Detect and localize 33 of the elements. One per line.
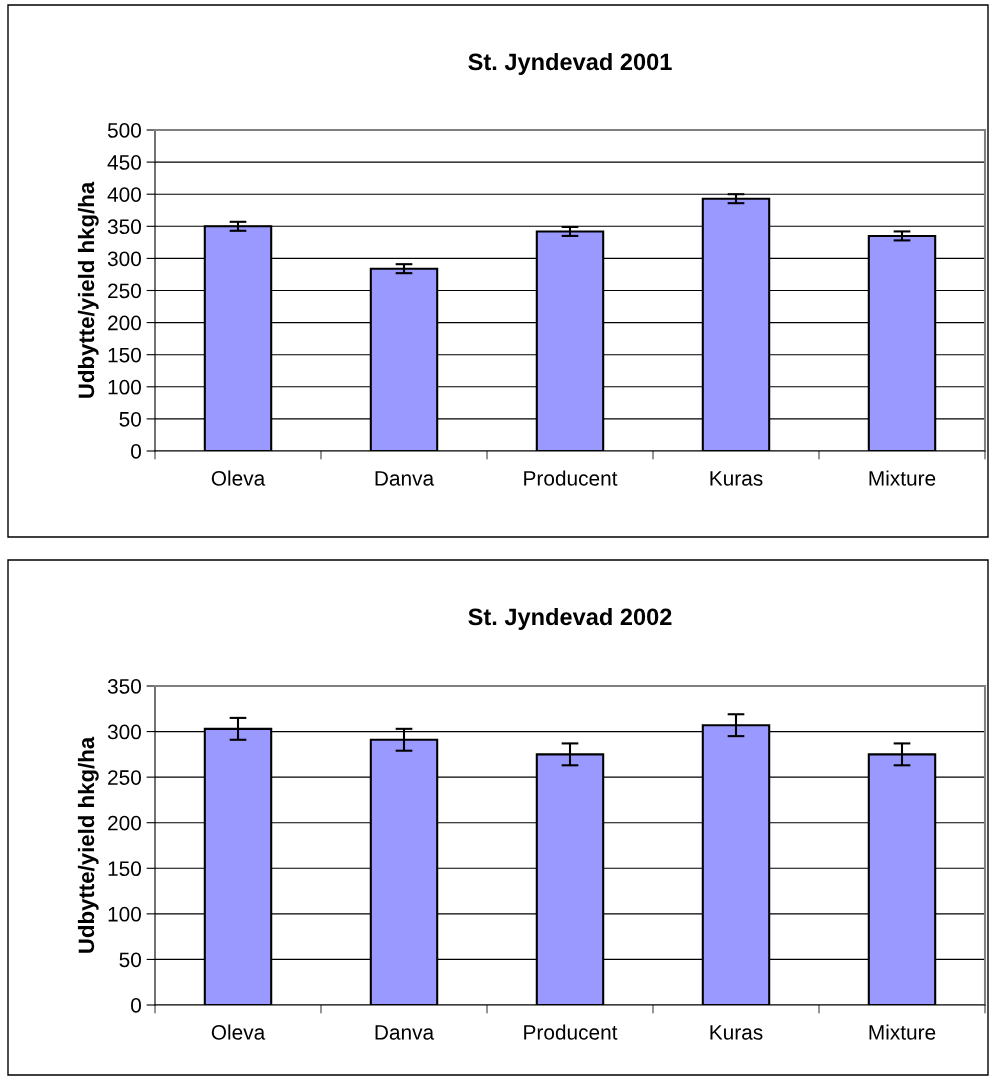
x-tick-label: Producent [524, 1024, 618, 1040]
y-tick-label: 0 [131, 998, 141, 1013]
y-tick-label: 400 [107, 187, 141, 202]
y-tick-label: 100 [108, 906, 141, 922]
y-tick-label: 100 [108, 379, 141, 395]
y-axis-title: Udbytte/yield hkg/ha [77, 736, 99, 953]
y-tick-label: 50 [119, 411, 141, 427]
x-tick-label: Danva [375, 471, 435, 486]
x-tick-label: Kuras [710, 1025, 763, 1040]
y-tick-label: 200 [108, 815, 141, 831]
y-tick-label: 150 [108, 861, 141, 877]
y-tick-label: 250 [108, 283, 141, 299]
x-tick-label: Mixture [869, 470, 936, 486]
y-tick-label: 350 [107, 679, 141, 694]
y-tick-label: 250 [108, 770, 141, 785]
x-tick-label: Oleva [211, 470, 266, 486]
y-tick-label: 300 [107, 251, 141, 267]
y-tick-label: 350 [107, 219, 141, 235]
y-tick-label: 450 [107, 155, 141, 170]
chart-title: St. Jyndevad 2002 [468, 607, 672, 630]
y-tick-label: 0 [131, 444, 141, 459]
x-tick-label: Oleva [211, 1024, 266, 1040]
y-tick-label: 50 [119, 952, 141, 968]
x-tick-label: Kuras [710, 471, 763, 486]
x-tick-label: Mixture [869, 1024, 936, 1040]
x-tick-label: Producent [524, 470, 618, 486]
chart-title: St. Jyndevad 2001 [468, 52, 672, 75]
y-tick-label: 500 [107, 123, 141, 138]
y-tick-label: 300 [107, 724, 141, 740]
y-tick-label: 150 [108, 347, 141, 363]
y-axis-title: Udbytte/yield hkg/ha [77, 181, 99, 398]
y-tick-label: 200 [108, 315, 141, 331]
x-tick-label: Danva [375, 1025, 435, 1040]
